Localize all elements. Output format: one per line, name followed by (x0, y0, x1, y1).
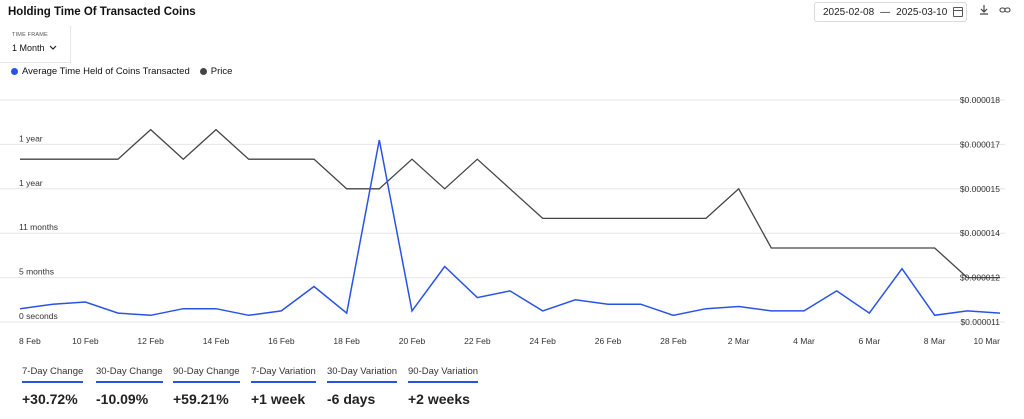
left-y-axis: 0 seconds 5 months 11 months 1 year 1 year (19, 133, 58, 321)
legend-item-price[interactable]: Price (199, 66, 233, 77)
x-tick-label: 6 Mar (858, 336, 880, 346)
stats-row: 7-Day Change +30.72% 30-Day Change -10.09% 9… (0, 366, 1024, 416)
date-start: 2025-02-08 (823, 6, 875, 18)
stat-value: +30.72% (22, 391, 78, 407)
legend-label-price: Price (210, 66, 233, 77)
x-tick-label: 26 Feb (595, 336, 622, 346)
x-tick-label: 2 Mar (728, 336, 750, 346)
right-tick-label: $0.000014 (960, 228, 1000, 238)
x-tick-label: 8 Feb (19, 336, 41, 346)
stat-label: 90-Day Variation (408, 366, 479, 383)
timeframe-label: TIME FRAME (12, 32, 48, 38)
stat-value: -6 days (327, 391, 376, 407)
date-separator: — (880, 6, 891, 18)
stat-0: 7-Day Change +30.72% (22, 366, 84, 407)
stat-value: +59.21% (173, 391, 229, 407)
holding-series-line (19, 139, 1001, 317)
legend-item-holding[interactable]: Average Time Held of Coins Transacted (11, 66, 190, 77)
right-tick-label: $0.000018 (960, 95, 1000, 105)
left-tick-label: 1 year (19, 133, 43, 143)
stat-3: 7-Day Variation +1 week (251, 366, 316, 407)
stat-1: 30-Day Change -10.09% (96, 366, 163, 407)
stat-value: -10.09% (96, 391, 149, 407)
stat-4: 30-Day Variation -6 days (327, 366, 398, 407)
legend-label-holding: Average Time Held of Coins Transacted (22, 66, 190, 77)
legend-dot-price (199, 68, 207, 75)
x-axis: 8 Feb 10 Feb 12 Feb 14 Feb 16 Feb 18 Feb 20 Fe… (19, 336, 1000, 346)
x-tick-label: 16 Feb (268, 336, 295, 346)
stat-label: 90-Day Change (173, 366, 240, 383)
x-tick-label: 28 Feb (660, 336, 687, 346)
x-tick-label: 8 Mar (924, 336, 946, 346)
line-chart: 0 seconds 5 months 11 months 1 year 1 year $… (0, 95, 1005, 346)
x-tick-label: 22 Feb (464, 336, 491, 346)
x-tick-label: 20 Feb (399, 336, 426, 346)
right-tick-label: $0.000017 (960, 139, 1000, 149)
page-title: Holding Time Of Transacted Coins (8, 6, 196, 18)
date-range-picker[interactable]: 2025-02-08 — 2025-03-10 (814, 2, 967, 22)
stat-value: +1 week (251, 391, 306, 407)
x-tick-label: 24 Feb (529, 336, 556, 346)
x-tick-label: 4 Mar (793, 336, 815, 346)
stat-label: 7-Day Variation (251, 366, 316, 383)
timeframe-value: 1 Month (12, 43, 45, 53)
download-icon[interactable] (977, 4, 991, 18)
stat-5: 90-Day Variation +2 weeks (408, 366, 479, 407)
x-tick-label: 12 Feb (137, 336, 164, 346)
right-tick-label: $0.000015 (960, 184, 1000, 194)
left-tick-label: 0 seconds (19, 311, 58, 321)
date-end: 2025-03-10 (896, 6, 948, 18)
x-tick-label: 10 Mar (974, 336, 1001, 346)
legend-dot-holding (11, 68, 18, 75)
chart-legend: Average Time Held of Coins Transacted Pr… (11, 66, 232, 77)
stat-label: 7-Day Change (22, 366, 84, 383)
timeframe-select[interactable]: 1 Month (12, 43, 57, 53)
stat-2: 90-Day Change +59.21% (173, 366, 240, 407)
left-tick-label: 11 months (19, 222, 58, 232)
price-series-line (20, 128, 1000, 279)
grid (0, 99, 1005, 323)
stat-label: 30-Day Variation (327, 366, 398, 383)
stat-label: 30-Day Change (96, 366, 163, 383)
chevron-down-icon (49, 45, 57, 50)
stat-value: +2 weeks (408, 391, 470, 407)
x-tick-label: 18 Feb (333, 336, 360, 346)
timeframe-panel (0, 26, 71, 63)
right-y-axis: $0.000011$0.000012$0.000014$0.000015$0.0… (960, 95, 1000, 327)
x-tick-label: 10 Feb (72, 336, 99, 346)
left-tick-label: 5 months (19, 267, 54, 277)
x-tick-label: 14 Feb (203, 336, 230, 346)
right-tick-label: $0.000011 (960, 317, 1000, 327)
link-icon[interactable] (998, 4, 1012, 18)
left-tick-label: 1 year (19, 178, 43, 188)
calendar-icon (953, 7, 964, 17)
